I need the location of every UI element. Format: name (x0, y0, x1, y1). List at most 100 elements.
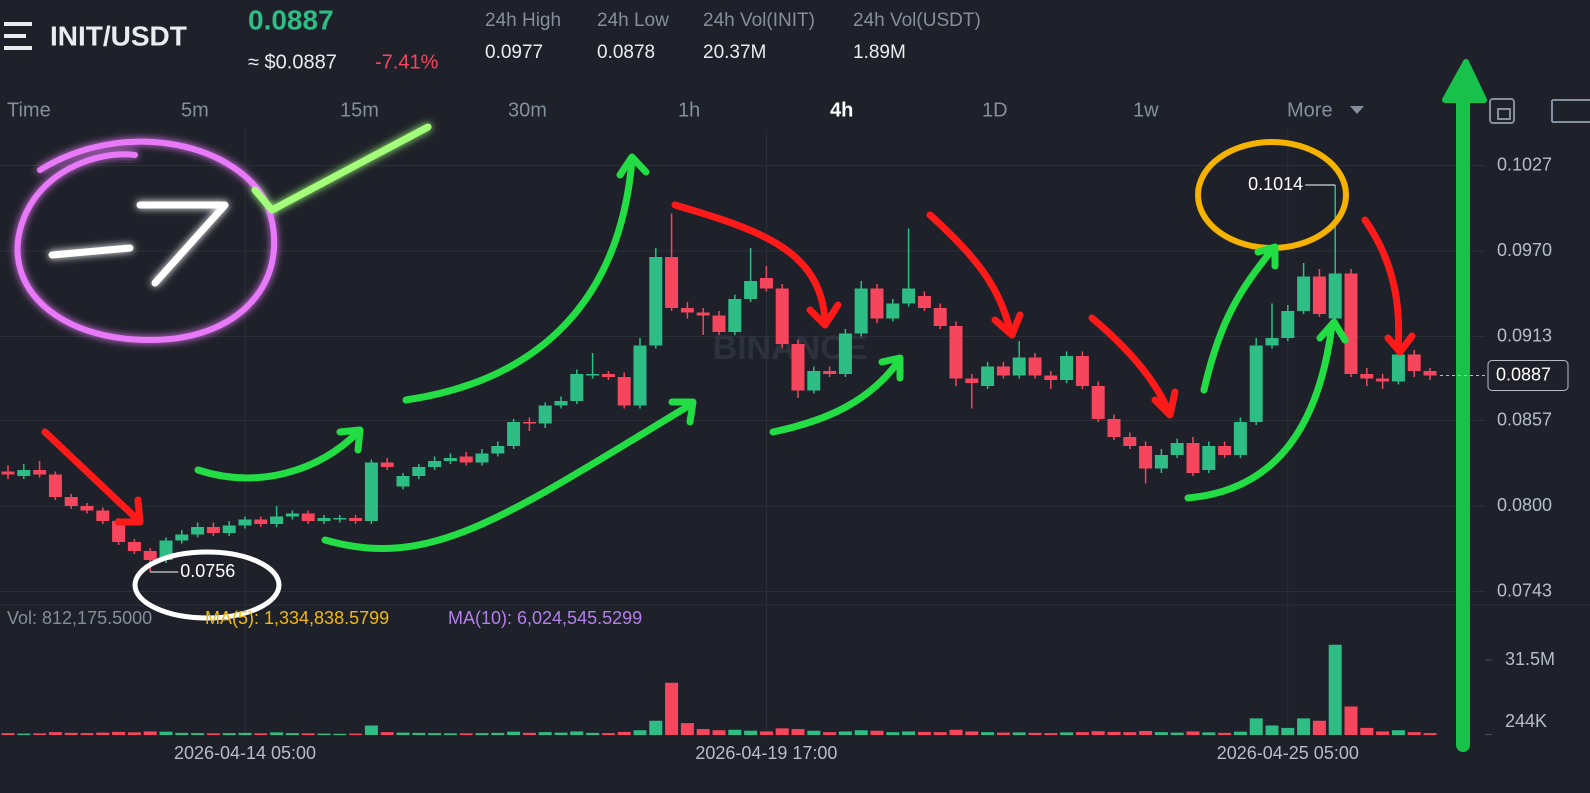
candle-body (965, 378, 979, 383)
x-tick-label: 2026-04-25 05:00 (1217, 743, 1359, 763)
candle-body (775, 288, 789, 344)
candle-body (48, 474, 62, 497)
candle-body (1139, 446, 1153, 469)
volume-bar (96, 732, 110, 735)
candle-body (1249, 345, 1263, 422)
candle-body (1328, 273, 1342, 319)
stat-label: 24h Vol(INIT) (703, 10, 815, 31)
candle-body (1044, 375, 1058, 380)
volume-bar (759, 731, 773, 735)
volume-bar (1170, 732, 1184, 735)
tab[interactable]: 1h (678, 99, 700, 121)
volume-bar (17, 733, 31, 735)
candle-body (696, 312, 710, 316)
volume-bar (1139, 730, 1153, 735)
volume-bar (380, 732, 394, 735)
usd-price: ≈ $0.0887 (248, 51, 337, 73)
volume-bar (254, 733, 268, 735)
candle-body (1028, 357, 1042, 376)
candle-body (586, 374, 600, 376)
volume-bar (1360, 727, 1374, 735)
candles (1, 185, 1437, 735)
volume-bar (917, 731, 931, 735)
grid (0, 130, 1590, 738)
volume-bar (206, 733, 220, 735)
volume-bar (886, 732, 900, 735)
tab[interactable]: More (1287, 99, 1333, 121)
volume-bar (1233, 731, 1247, 735)
annotations (14, 59, 1487, 752)
volume-tick-label: 31.5M (1505, 649, 1555, 669)
candle-body (364, 462, 378, 521)
last-price-tag (1487, 360, 1569, 391)
volume-bar (1297, 718, 1311, 735)
candle-body (33, 470, 47, 475)
candle-body (175, 534, 189, 541)
tab[interactable]: 15m (340, 99, 379, 121)
candle-body (538, 405, 552, 424)
volume-bar (633, 730, 647, 735)
candle-body (902, 288, 916, 304)
candle-body (949, 326, 963, 379)
candle-body (1407, 354, 1421, 371)
volume-legend: Vol: 812,175.5000 (7, 608, 152, 628)
price-change: -7.41% (375, 51, 439, 73)
volume-bar (33, 733, 47, 735)
candle-body (1423, 371, 1437, 376)
candle-body (1233, 422, 1247, 455)
volume-bar (538, 732, 552, 735)
candle-body (1123, 437, 1137, 446)
tab[interactable]: 5m (181, 99, 209, 121)
tab-active[interactable]: 4h (830, 99, 853, 121)
volume-bar (617, 731, 631, 735)
candle-body (1391, 354, 1405, 382)
layout-icons[interactable] (1489, 98, 1590, 124)
volume-bar (933, 732, 947, 735)
candle-body (270, 516, 284, 524)
x-tick-label: 2026-04-19 17:00 (695, 743, 837, 763)
candle-body (791, 344, 805, 391)
y-tick-label: 0.0970 (1497, 240, 1552, 260)
tab[interactable]: 30m (508, 99, 547, 121)
volume-bar (1060, 732, 1074, 735)
volume-bar (475, 733, 489, 735)
candle-body (64, 497, 78, 506)
candle-body (712, 315, 726, 332)
volume-tick-label: 244K (1505, 711, 1547, 731)
candle-body (507, 422, 521, 446)
candle-body (522, 422, 536, 424)
volume-bar (191, 733, 205, 735)
volume-bar (965, 731, 979, 735)
candle-body (143, 551, 157, 560)
volume-bar (1249, 718, 1263, 735)
dropdown-caret (1350, 106, 1364, 114)
candle-body (838, 333, 852, 374)
volume-bar (64, 732, 78, 735)
candle-body (854, 288, 868, 334)
x-tick-label: 2026-04-14 05:00 (174, 743, 316, 763)
volume-bar (396, 732, 410, 735)
candle-body (396, 476, 410, 487)
volume-bar (1281, 727, 1295, 735)
tab[interactable]: 1D (982, 99, 1008, 121)
candle-body (428, 461, 442, 467)
candle-body (1360, 374, 1374, 379)
menu-icon[interactable] (4, 22, 32, 50)
candle-body (680, 308, 694, 313)
y-tick-label: 0.0743 (1497, 580, 1552, 600)
volume-bar (902, 731, 916, 735)
volume-bar (459, 733, 473, 735)
candle-body (570, 374, 584, 401)
volume-bar (680, 723, 694, 735)
candle-body (317, 518, 331, 521)
candle-body (17, 470, 31, 476)
tab[interactable]: Time (7, 99, 51, 121)
volume-bar (854, 730, 868, 735)
volume-bar (586, 732, 600, 735)
symbol[interactable]: INIT/USDT (50, 20, 187, 51)
low-label: 0.0756 (180, 561, 235, 581)
candle-body (1344, 273, 1358, 374)
tab[interactable]: 1w (1133, 99, 1159, 121)
